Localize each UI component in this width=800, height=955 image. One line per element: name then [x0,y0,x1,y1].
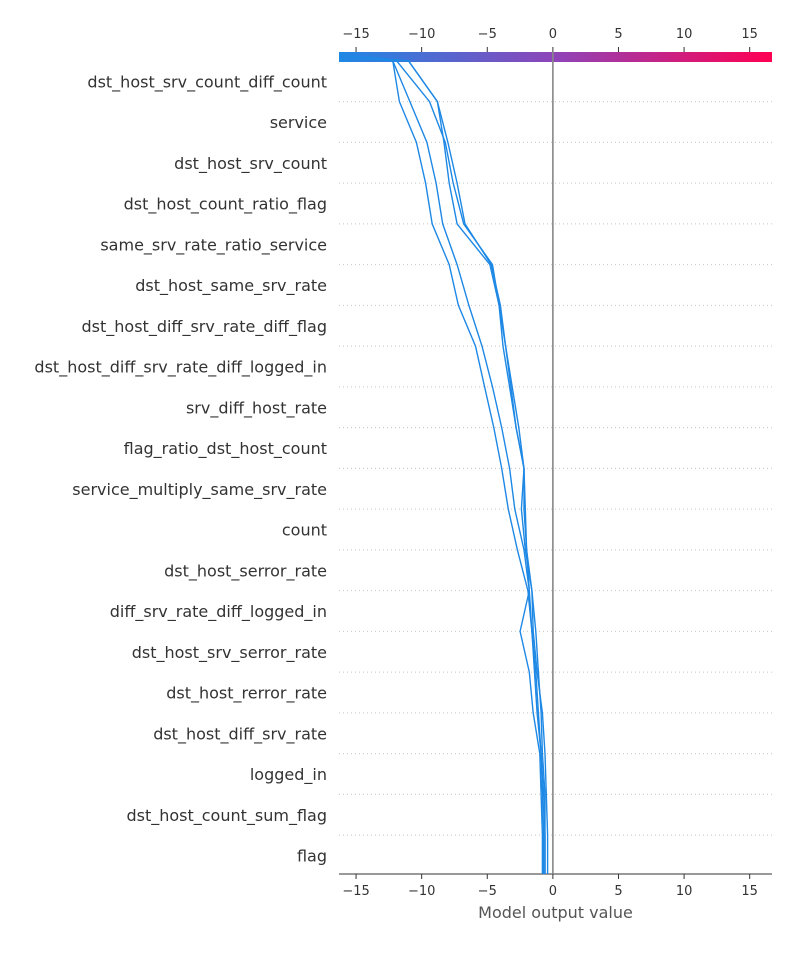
feature-label: same_srv_rate_ratio_service [100,235,327,255]
top-tick-label: −15 [342,27,369,42]
feature-label: dst_host_diff_srv_rate_diff_logged_in [34,358,327,378]
series-lines [349,56,549,874]
bottom-tick-label: −5 [478,884,497,899]
feature-label: diff_srv_rate_diff_logged_in [110,602,327,622]
feature-label: dst_host_same_srv_rate [135,276,327,296]
decision-path [356,56,545,874]
feature-label: service_multiply_same_srv_rate [72,480,327,500]
feature-label: dst_host_serror_rate [164,561,327,581]
feature-label: flag [297,847,327,866]
decision-path [349,56,546,874]
decision-path [349,56,546,874]
bottom-tick-label: 15 [741,884,758,899]
colorbar [339,52,772,62]
top-tick-label: 15 [741,27,758,42]
feature-label: dst_host_srv_count_diff_count [87,72,327,92]
bottom-tick-label: −10 [408,884,435,899]
top-tick-label: −5 [478,27,497,42]
feature-label: dst_host_rerror_rate [166,684,327,704]
feature-label: count [282,521,327,540]
feature-label: dst_host_srv_serror_rate [132,643,327,663]
x-axis-label: Model output value [478,903,633,922]
top-axis: −15 −10 −5 0 5 10 15 [342,27,758,52]
feature-label: logged_in [250,765,327,785]
feature-label: srv_diff_host_rate [186,398,327,418]
decision-path [362,56,549,874]
bottom-tick-label: 0 [549,884,557,899]
top-tick-label: 10 [676,27,693,42]
feature-label: dst_host_count_sum_flag [126,806,327,826]
feature-label: dst_host_count_ratio_flag [124,195,327,215]
feature-label: dst_host_diff_srv_rate_diff_flag [82,317,327,337]
top-tick-label: 5 [614,27,622,42]
feature-label: dst_host_diff_srv_rate [153,724,327,744]
feature-label: service [270,113,327,132]
feature-label: dst_host_srv_count [174,154,327,174]
feature-label: flag_ratio_dst_host_count [124,439,327,459]
top-tick-label: 0 [549,27,557,42]
bottom-tick-label: 5 [614,884,622,899]
top-tick-label: −10 [408,27,435,42]
bottom-tick-label: −15 [342,884,369,899]
bottom-axis: −15 −10 −5 0 5 10 15 [339,873,772,899]
grid-layer [339,101,772,836]
bottom-tick-label: 10 [676,884,693,899]
